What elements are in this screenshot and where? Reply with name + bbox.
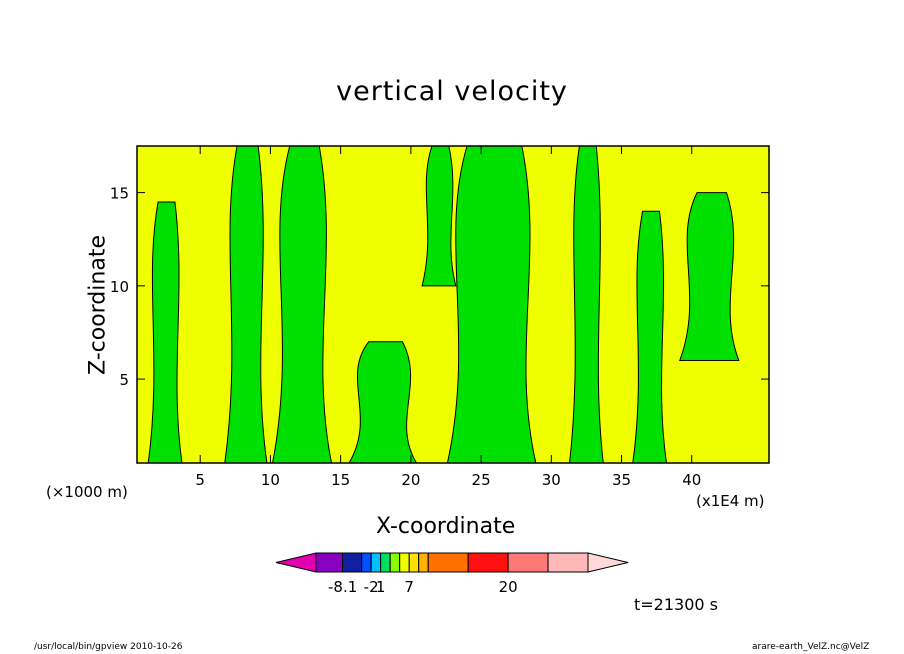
contour-region-2 xyxy=(272,146,333,463)
plot-frame xyxy=(136,145,770,464)
x-axis: 5 10 15 20 25 30 35 40 xyxy=(195,146,701,489)
contour-region-7 xyxy=(632,210,667,463)
time-label: t=21300 s xyxy=(634,595,718,614)
colorbar-swatch xyxy=(370,552,382,573)
colorbar-swatch xyxy=(380,552,391,573)
plot-area xyxy=(136,145,770,464)
colorbar-swatch xyxy=(418,552,429,573)
x-tick-label: 10 xyxy=(261,471,280,489)
colorbar-swatch xyxy=(361,552,372,573)
y-tick-label: 5 xyxy=(119,371,129,389)
colorbar-swatch xyxy=(507,552,549,573)
colorbar-swatch xyxy=(408,552,420,573)
colorbar-low-arrow xyxy=(275,552,317,573)
contour-regions xyxy=(147,146,740,463)
x-tick-label: 15 xyxy=(331,471,350,489)
x-tick-label: 25 xyxy=(472,471,491,489)
colorbar-tick-label: 7 xyxy=(404,578,414,596)
x-scale-note: (x1E4 m) xyxy=(696,492,765,510)
x-tick-label: 5 xyxy=(195,471,205,489)
colorbar-swatch xyxy=(427,552,469,573)
colorbar: -8.1 -21 7 20 xyxy=(275,552,629,596)
contour-region-4 xyxy=(421,146,457,287)
contour-region-0 xyxy=(147,201,183,463)
y-tick-label: 10 xyxy=(110,278,129,296)
colorbar-swatch xyxy=(315,552,344,573)
x-unit-note: (×1000 m) xyxy=(46,483,128,501)
colorbar-tick-label: 20 xyxy=(499,578,518,596)
colorbar-high-arrow xyxy=(587,552,629,573)
colorbar-swatch xyxy=(389,552,401,573)
y-axis-label: Z-coordinate xyxy=(85,235,111,375)
contour-region-6 xyxy=(569,146,604,463)
colorbar-swatch xyxy=(399,552,410,573)
contour-region-5 xyxy=(446,146,537,463)
x-tick-label: 20 xyxy=(401,471,420,489)
colorbar-swatch xyxy=(467,552,509,573)
footer-left: /usr/local/bin/gpview 2010-10-26 xyxy=(34,642,183,652)
contour-region-3 xyxy=(348,341,418,463)
x-tick-label: 40 xyxy=(682,471,701,489)
colorbar-tick-label: -8.1 xyxy=(328,578,357,596)
contour-region-8 xyxy=(679,192,740,361)
x-axis-label: X-coordinate xyxy=(376,514,516,539)
colorbar-swatch xyxy=(342,552,363,573)
y-axis: 5 10 15 xyxy=(110,185,769,389)
y-tick-label: 15 xyxy=(110,185,129,203)
chart-title: vertical velocity xyxy=(336,76,568,107)
colorbar-swatch xyxy=(547,552,589,573)
footer-right: arare-earth_VelZ.nc@VelZ xyxy=(752,642,870,652)
colorbar-tick-label: -2 xyxy=(364,578,379,596)
x-tick-label: 35 xyxy=(612,471,631,489)
colorbar-tick-label: 1 xyxy=(376,578,386,596)
x-tick-label: 30 xyxy=(542,471,561,489)
contour-region-1 xyxy=(224,146,268,463)
